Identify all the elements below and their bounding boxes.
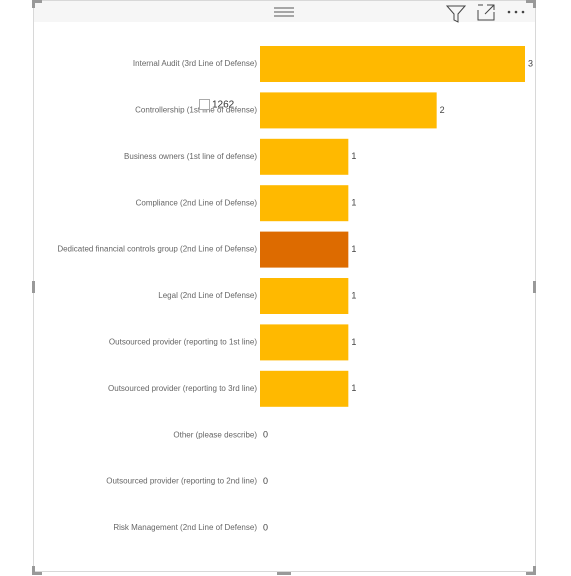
- data-label: 1: [351, 290, 356, 300]
- drag-handle[interactable]: [274, 7, 294, 17]
- bar: [260, 231, 349, 268]
- data-label: 2: [440, 105, 445, 115]
- bar: [260, 138, 349, 175]
- y-tick-label: Outsourced provider (reporting to 2nd li…: [106, 477, 257, 486]
- data-label: 1: [351, 198, 356, 208]
- bar: [260, 324, 349, 361]
- filter-chip-text: 1262: [212, 100, 235, 111]
- y-tick-label: Risk Management (2nd Line of Defense): [113, 523, 257, 532]
- y-tick-label: Outsourced provider (reporting to 3rd li…: [108, 384, 257, 393]
- y-tick-label: Legal (2nd Line of Defense): [158, 291, 257, 300]
- data-label: 1: [351, 151, 356, 161]
- bar: [260, 370, 349, 407]
- y-tick-label: Business owners (1st line of defense): [124, 152, 257, 161]
- data-label: 3: [528, 58, 533, 68]
- y-tick-label: Compliance (2nd Line of Defense): [136, 198, 258, 207]
- more-options-icon[interactable]: [507, 10, 525, 14]
- data-label: 0: [263, 522, 268, 532]
- bar: [260, 185, 349, 222]
- data-label: 0: [263, 476, 268, 486]
- y-tick-label: Other (please describe): [173, 430, 257, 439]
- bar: [260, 92, 437, 129]
- y-tick-label: Dedicated financial controls group (2nd …: [57, 245, 257, 254]
- resize-handles: [32, 0, 536, 575]
- y-tick-label: Controllership (1st line of defense): [135, 106, 257, 115]
- data-label: 1: [351, 337, 356, 347]
- filter-checkbox[interactable]: [199, 99, 210, 110]
- data-label: 0: [263, 430, 268, 440]
- y-tick-label: Internal Audit (3rd Line of Defense): [133, 59, 257, 68]
- focus-mode-icon[interactable]: [477, 4, 495, 21]
- bar: [260, 278, 349, 314]
- data-label: 1: [351, 383, 356, 393]
- data-label: 1: [351, 244, 356, 254]
- bar: [260, 46, 525, 82]
- filter-icon[interactable]: [445, 5, 467, 23]
- y-tick-label: Outsourced provider (reporting to 1st li…: [109, 338, 257, 347]
